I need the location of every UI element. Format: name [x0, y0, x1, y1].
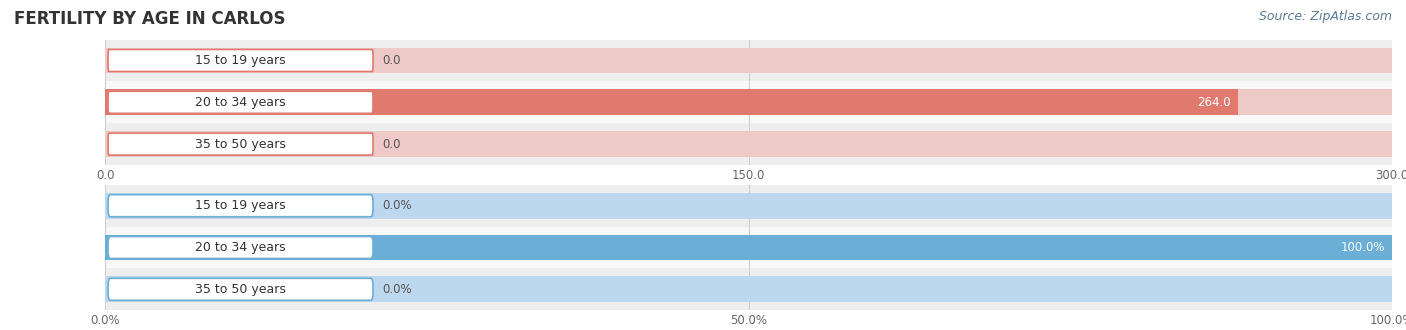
Text: FERTILITY BY AGE IN CARLOS: FERTILITY BY AGE IN CARLOS [14, 10, 285, 28]
Bar [105, 276, 1392, 302]
Text: 0.0%: 0.0% [382, 283, 412, 296]
Bar [105, 131, 1392, 157]
Bar [105, 235, 1392, 260]
Bar [105, 40, 1392, 82]
Text: 35 to 50 years: 35 to 50 years [195, 138, 285, 150]
Text: 100.0%: 100.0% [1341, 241, 1385, 254]
Text: Source: ZipAtlas.com: Source: ZipAtlas.com [1258, 10, 1392, 23]
FancyBboxPatch shape [108, 91, 373, 113]
FancyBboxPatch shape [108, 237, 373, 258]
Bar [105, 82, 1392, 123]
Text: 20 to 34 years: 20 to 34 years [195, 241, 285, 254]
Text: 0.0%: 0.0% [382, 199, 412, 212]
Bar [105, 235, 1392, 260]
Bar [105, 268, 1392, 310]
Bar [105, 48, 1392, 74]
Text: 0.0: 0.0 [382, 54, 401, 67]
Bar [105, 89, 1237, 115]
Text: 15 to 19 years: 15 to 19 years [195, 199, 285, 212]
FancyBboxPatch shape [108, 278, 373, 300]
Bar [105, 89, 1392, 115]
Bar [105, 227, 1392, 268]
FancyBboxPatch shape [108, 195, 373, 217]
FancyBboxPatch shape [108, 133, 373, 155]
Text: 35 to 50 years: 35 to 50 years [195, 283, 285, 296]
Bar [105, 193, 1392, 219]
Text: 15 to 19 years: 15 to 19 years [195, 54, 285, 67]
Bar [105, 123, 1392, 165]
Text: 264.0: 264.0 [1198, 96, 1232, 109]
FancyBboxPatch shape [108, 50, 373, 72]
Text: 0.0: 0.0 [382, 138, 401, 150]
Bar [105, 185, 1392, 227]
Text: 20 to 34 years: 20 to 34 years [195, 96, 285, 109]
